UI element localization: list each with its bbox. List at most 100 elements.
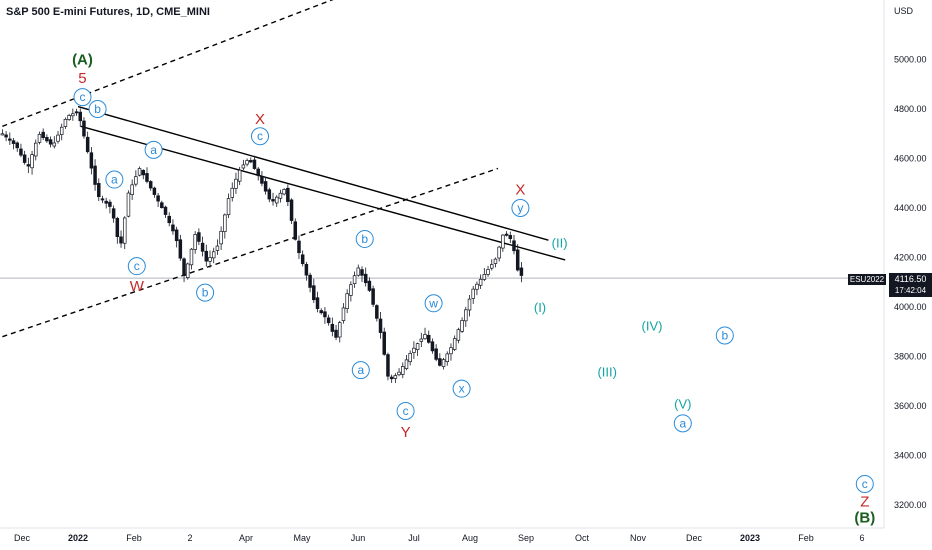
candle-body bbox=[48, 139, 53, 145]
candle-body bbox=[515, 249, 520, 271]
candle-body bbox=[289, 199, 294, 221]
candle-body bbox=[493, 258, 498, 264]
time-tick-label: Oct bbox=[575, 533, 590, 543]
candle-body bbox=[241, 164, 246, 169]
price-axis[interactable]: 3200.00 3400.00 3600.00 3800.00 4000.00 4200.… bbox=[894, 55, 927, 511]
candle-body bbox=[297, 240, 301, 254]
candle-body bbox=[345, 293, 349, 309]
candle-body bbox=[178, 239, 183, 259]
candle-body bbox=[8, 138, 12, 141]
candle-body bbox=[186, 263, 190, 278]
price-tick-label: 4000.00 bbox=[894, 302, 927, 312]
wave-label-c: c bbox=[257, 129, 263, 143]
price-tick-label: 4800.00 bbox=[894, 104, 927, 114]
time-tick-label: 2 bbox=[187, 533, 192, 543]
time-axis[interactable]: Dec 2022 Feb 2 Apr May Jun Jul Aug Sep Oct Nov Dec 20… bbox=[14, 533, 865, 543]
candle-body bbox=[471, 288, 475, 299]
candle-body bbox=[445, 353, 450, 362]
candle-body bbox=[375, 305, 379, 319]
wave-label-c: c bbox=[134, 259, 140, 273]
wave-label-c: c bbox=[403, 404, 409, 418]
candle-body bbox=[141, 169, 146, 176]
channel-line[interactable] bbox=[2, 0, 363, 127]
candle-body bbox=[404, 359, 409, 370]
candle-body bbox=[82, 120, 86, 137]
candle-body bbox=[197, 232, 201, 242]
candle-body bbox=[482, 274, 487, 280]
candle-body bbox=[19, 148, 23, 156]
candle-body bbox=[148, 181, 153, 189]
candle-body bbox=[97, 183, 101, 198]
candle-body bbox=[182, 258, 186, 277]
candle-body bbox=[74, 111, 79, 114]
candle-body bbox=[26, 164, 31, 167]
candle-body bbox=[119, 236, 123, 244]
price-tick-label: 3200.00 bbox=[894, 500, 927, 510]
candle-body bbox=[456, 329, 461, 341]
wave-label-c: c bbox=[862, 477, 868, 491]
wave-label-circle bbox=[127, 257, 146, 276]
wave-label-a: a bbox=[357, 363, 364, 377]
candle-body bbox=[478, 278, 483, 286]
candle-body bbox=[78, 111, 83, 122]
candle-body bbox=[274, 196, 279, 204]
candle-body bbox=[122, 217, 127, 244]
wave-label-b: b bbox=[94, 102, 101, 116]
wave-label-b: b bbox=[202, 286, 209, 300]
candle-body bbox=[204, 250, 209, 262]
wave-label-circle bbox=[251, 127, 269, 146]
candle-body bbox=[338, 322, 342, 338]
candle-body bbox=[226, 198, 231, 216]
candle-body bbox=[163, 206, 168, 215]
wave-label-b: b bbox=[721, 328, 728, 342]
wave-label-V: (V) bbox=[674, 397, 691, 412]
candle-body bbox=[234, 178, 238, 189]
wave-label-Z: Z bbox=[860, 493, 869, 510]
candle-body bbox=[452, 338, 457, 350]
wave-label-I: (I) bbox=[534, 300, 546, 315]
candle-body bbox=[267, 189, 272, 200]
candle-body bbox=[15, 142, 19, 149]
wave-label-IV: (IV) bbox=[642, 319, 663, 334]
wave-label-a: a bbox=[150, 143, 157, 157]
candle-body bbox=[104, 200, 108, 204]
candle-body bbox=[408, 352, 412, 363]
time-tick-label: Sep bbox=[518, 533, 534, 543]
time-tick-label: Jun bbox=[351, 533, 366, 543]
wave-label-circle bbox=[511, 199, 530, 217]
wave-label-II: (II) bbox=[552, 236, 568, 251]
time-tick-label: 2023 bbox=[740, 533, 760, 543]
candle-body bbox=[215, 245, 220, 251]
wave-label-circle bbox=[355, 229, 374, 248]
wave-label-III: (III) bbox=[597, 364, 617, 379]
candle-body bbox=[278, 192, 283, 199]
candle-body bbox=[371, 288, 375, 305]
time-tick-label: Feb bbox=[798, 533, 814, 543]
candle-body bbox=[308, 274, 312, 288]
candle-body bbox=[252, 159, 257, 169]
candle-body bbox=[171, 224, 175, 232]
candle-body bbox=[59, 126, 64, 135]
candle-body bbox=[193, 234, 197, 250]
candle-body bbox=[300, 254, 305, 264]
channel-line[interactable] bbox=[2, 167, 499, 338]
wave-label-circle bbox=[144, 140, 163, 159]
candle-body bbox=[100, 198, 105, 201]
candle-body bbox=[389, 376, 394, 380]
candle-body bbox=[134, 176, 138, 185]
candle-body bbox=[37, 133, 42, 143]
candle-body bbox=[56, 134, 60, 142]
candle-body bbox=[467, 298, 472, 311]
time-tick-label: Dec bbox=[14, 533, 31, 543]
candle-body bbox=[415, 343, 420, 351]
time-tick-label: 2022 bbox=[68, 533, 88, 543]
price-tick-label: 4600.00 bbox=[894, 154, 927, 164]
candle-body bbox=[315, 297, 320, 310]
wave-label-y: y bbox=[517, 201, 523, 215]
candle-body bbox=[126, 192, 131, 217]
trend-line[interactable] bbox=[77, 105, 549, 241]
wave-label-circle bbox=[105, 170, 124, 189]
candle-body bbox=[323, 311, 327, 318]
